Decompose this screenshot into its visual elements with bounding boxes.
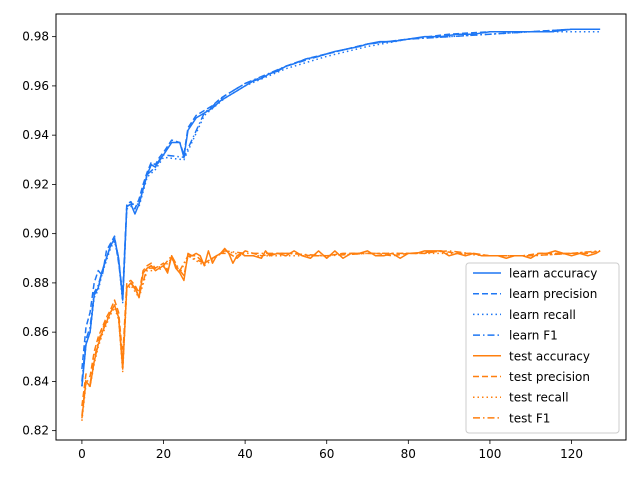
x-tick-label: 20 bbox=[156, 447, 171, 461]
series-line-test-precision bbox=[81, 250, 601, 407]
series-line-test-F1 bbox=[81, 250, 601, 416]
legend-label: test recall bbox=[509, 391, 569, 405]
series-line-learn-precision bbox=[81, 28, 601, 370]
y-axis: 0.82 0.84 0.86 0.88 0.90 0.92 0.94 0.96 0.98 bbox=[22, 30, 56, 438]
legend-label: test accuracy bbox=[509, 349, 590, 363]
y-tick-label: 0.96 bbox=[22, 79, 49, 93]
x-tick-label: 60 bbox=[319, 447, 334, 461]
legend-label: test precision bbox=[509, 370, 590, 384]
x-tick-label: 120 bbox=[560, 447, 583, 461]
legend-label: learn precision bbox=[509, 287, 597, 301]
legend-label: test F1 bbox=[509, 411, 550, 425]
y-tick-label: 0.86 bbox=[22, 325, 49, 339]
series-line-learn-F1 bbox=[81, 28, 601, 382]
y-tick-label: 0.84 bbox=[22, 374, 49, 388]
y-tick-label: 0.92 bbox=[22, 177, 49, 191]
x-tick-label: 0 bbox=[78, 447, 86, 461]
y-tick-label: 0.82 bbox=[22, 424, 49, 438]
legend-box bbox=[465, 262, 620, 434]
legend-label: learn F1 bbox=[509, 329, 558, 343]
series-layer bbox=[81, 28, 601, 421]
series-line-learn-recall bbox=[81, 30, 601, 387]
x-axis: 0 20 40 60 80 100 120 bbox=[78, 440, 583, 461]
y-tick-label: 0.94 bbox=[22, 128, 49, 142]
legend-label: learn recall bbox=[509, 308, 576, 322]
x-tick-label: 80 bbox=[401, 447, 416, 461]
y-tick-label: 0.88 bbox=[22, 276, 49, 290]
y-tick-label: 0.90 bbox=[22, 227, 49, 241]
legend-label: learn accuracy bbox=[509, 267, 597, 281]
y-tick-label: 0.98 bbox=[22, 30, 49, 44]
legend: learn accuracy learn precision learn recal… bbox=[465, 262, 620, 434]
x-tick-label: 100 bbox=[478, 447, 501, 461]
plot-frame bbox=[55, 13, 627, 441]
x-tick-label: 40 bbox=[237, 447, 252, 461]
